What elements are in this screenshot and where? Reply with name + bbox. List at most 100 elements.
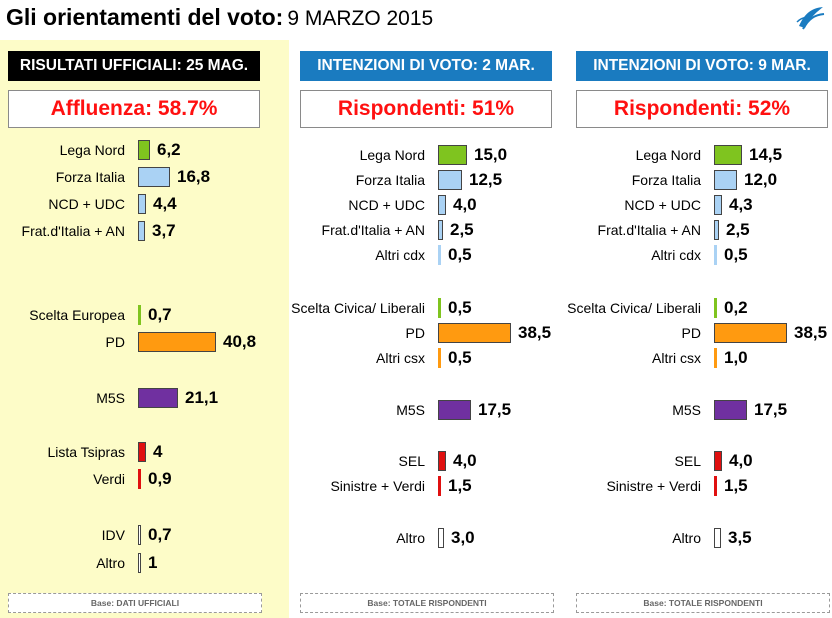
bar-row: M5S 21,1 [8,388,268,410]
bar-value: 12,5 [469,170,503,189]
bar-value: 14,5 [749,145,783,164]
party-label: Sinistre + Verdi [330,478,425,494]
bar [714,195,722,215]
party-label: Forza Italia [631,172,701,188]
chart-panel-2: INTENZIONI DI VOTO: 2 MAR. Rispondenti: 5… [291,0,560,618]
bar-row: Scelta Europea 0,7 [8,305,268,327]
bar [138,442,146,462]
bar-value: 4,3 [729,195,753,214]
bar-row: Sinistre + Verdi 1,5 [300,476,560,498]
bar [438,528,444,548]
bar [714,170,737,190]
bar-row: PD 38,5 [300,323,560,345]
bar-value: 0,9 [148,469,172,488]
party-label: Altro [96,555,125,571]
bar [438,323,511,343]
bar-row: NCD + UDC 4,4 [8,194,268,216]
bar-row: Frat.d'Italia + AN 2,5 [300,220,560,242]
page-title: Gli orientamenti del voto: 9 MARZO 2015 [6,4,433,34]
party-label: Lega Nord [59,142,125,158]
bar [138,221,145,241]
bar [714,451,722,471]
bar [714,476,717,496]
party-label: Altri cdx [651,247,701,263]
bar-value: 4,0 [729,451,753,470]
party-label: SEL [398,453,425,469]
bar-row: Verdi 0,9 [8,469,268,491]
bar-row: Forza Italia 12,5 [300,170,560,192]
bar [714,220,719,240]
party-label: NCD + UDC [624,197,701,213]
party-label: Verdi [93,471,125,487]
bar [138,305,141,325]
party-label: Forza Italia [355,172,425,188]
bar-row: M5S 17,5 [576,400,832,422]
bar-row: NCD + UDC 4,0 [300,195,560,217]
bar-row: M5S 17,5 [300,400,560,422]
bar-value: 4 [153,442,163,461]
party-label: Scelta Civica/ Liberali [567,300,701,316]
bar-value: 17,5 [754,400,788,419]
party-label: PD [681,325,701,341]
chart-header: INTENZIONI DI VOTO: 2 MAR. [300,51,552,81]
party-label: Scelta Civica/ Liberali [291,300,425,316]
bar-row: Lega Nord 14,5 [576,145,832,167]
bar [714,245,717,265]
bar-value: 0,5 [448,245,472,264]
metric-box: Rispondenti: 51% [300,90,552,128]
party-label: IDV [101,527,125,543]
party-label: M5S [672,402,701,418]
bar-value: 17,5 [478,400,512,419]
chart-footer: Base: TOTALE RISPONDENTI [576,593,830,613]
bar [438,348,441,368]
chart-panel-3: INTENZIONI DI VOTO: 9 MAR. Rispondenti: 5… [567,0,832,618]
party-label: Altri csx [652,350,701,366]
official-results-highlight [0,40,289,618]
bar-row: PD 40,8 [8,332,268,354]
page-title-date: 9 MARZO 2015 [287,7,434,30]
party-label: Frat.d'Italia + AN [321,222,425,238]
party-label: Sinistre + Verdi [606,478,701,494]
chart-footer: Base: DATI UFFICIALI [8,593,262,613]
bar-value: 38,5 [794,323,828,342]
chart-header: RISULTATI UFFICIALI: 25 MAG. [8,51,260,81]
bar-value: 0,7 [148,525,172,544]
bar-value: 4,0 [453,451,477,470]
bar [714,145,742,165]
bar-value: 38,5 [518,323,552,342]
bar-row: Sinistre + Verdi 1,5 [576,476,832,498]
bar-value: 0,5 [724,245,748,264]
bar-value: 21,1 [185,388,219,407]
bar [438,145,467,165]
bar-value: 4,0 [453,195,477,214]
bar-value: 4,4 [153,194,177,213]
party-label: Altri csx [376,350,425,366]
chart-panel-1: RISULTATI UFFICIALI: 25 MAG. Affluenza: 5… [8,0,268,618]
bar-row: Scelta Civica/ Liberali 0,2 [567,298,832,320]
bar [138,388,178,408]
party-label: SEL [674,453,701,469]
bar-value: 0,5 [448,348,472,367]
bar [438,195,446,215]
bar-row: PD 38,5 [576,323,832,345]
bar-value: 0,7 [148,305,172,324]
bar-value: 0,5 [448,298,472,317]
bar [438,451,446,471]
bar [714,400,747,420]
party-label: Altri cdx [375,247,425,263]
bar-value: 1,0 [724,348,748,367]
bar-row: NCD + UDC 4,3 [576,195,832,217]
bar [438,298,441,318]
bar-value: 3,0 [451,528,475,547]
bar-row: Lista Tsipras 4 [8,442,268,464]
bar [138,525,141,545]
bar [714,528,721,548]
bar-row: Forza Italia 12,0 [576,170,832,192]
bar-row: Frat.d'Italia + AN 2,5 [576,220,832,242]
bar [714,348,717,368]
bar [138,167,170,187]
chart-header: INTENZIONI DI VOTO: 9 MAR. [576,51,828,81]
bar [138,553,141,573]
bar-row: Altro 1 [8,553,268,575]
bar-row: Altro 3,5 [576,528,832,550]
